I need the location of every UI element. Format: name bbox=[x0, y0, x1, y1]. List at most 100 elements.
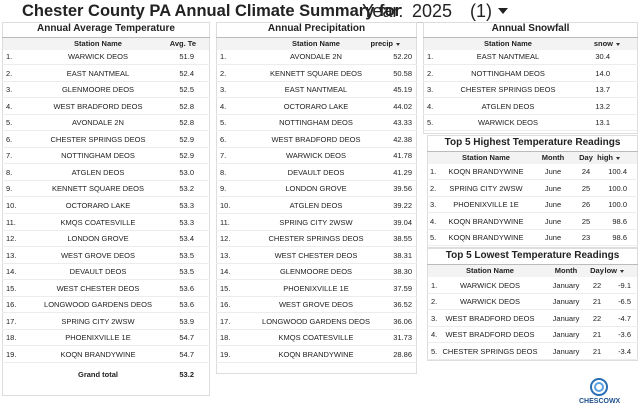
table-cell: 10. bbox=[220, 200, 231, 210]
table-cell: 37.59 bbox=[393, 283, 412, 293]
table-title: Annual Precipitation bbox=[267, 23, 366, 34]
table-cell: 21 bbox=[592, 346, 602, 356]
table-cell: WARWICK DEOS bbox=[459, 281, 520, 290]
table-panel bbox=[2, 22, 210, 396]
row-divider bbox=[423, 113, 638, 115]
table-cell: 41.29 bbox=[393, 167, 412, 177]
table-cell: 1. bbox=[427, 52, 434, 61]
row-divider bbox=[427, 195, 638, 197]
row-divider bbox=[216, 312, 417, 314]
title-divider bbox=[427, 151, 638, 152]
table-cell: 39.04 bbox=[393, 217, 412, 227]
row-divider bbox=[2, 328, 210, 330]
table-cell: 43.33 bbox=[393, 118, 412, 128]
title-divider bbox=[427, 264, 638, 265]
table-cell: 22 bbox=[592, 313, 602, 323]
row-divider bbox=[2, 312, 210, 314]
table-cell: 5. bbox=[220, 118, 227, 128]
row-divider bbox=[2, 212, 210, 214]
table-cell: 5. bbox=[430, 233, 437, 242]
row-divider bbox=[2, 64, 210, 65]
table-cell: 100.0 bbox=[608, 200, 627, 209]
row-divider bbox=[216, 295, 417, 297]
table-cell: 17. bbox=[6, 316, 17, 326]
row-divider bbox=[2, 262, 210, 264]
table-cell: 53.5 bbox=[179, 267, 194, 277]
table-cell: June bbox=[544, 167, 562, 176]
table-cell: 3. bbox=[430, 200, 437, 209]
row-divider bbox=[216, 328, 417, 330]
row-divider bbox=[216, 361, 417, 363]
table-cell: DEVAULT DEOS bbox=[287, 167, 345, 177]
row-divider bbox=[427, 342, 638, 344]
table-cell: 4. bbox=[6, 101, 13, 111]
table-cell: WEST CHESTER DEOS bbox=[274, 250, 358, 260]
table-title: Annual Average Temperature bbox=[36, 23, 175, 34]
table-cell: 36.52 bbox=[393, 300, 412, 310]
title-divider bbox=[2, 37, 210, 38]
table-cell: 3. bbox=[427, 85, 434, 95]
row-divider bbox=[2, 295, 210, 297]
table-cell: 38.31 bbox=[393, 250, 412, 260]
table-cell: 2. bbox=[430, 183, 437, 193]
table-cell: 25 bbox=[581, 183, 591, 193]
table-cell: 15. bbox=[220, 283, 231, 293]
table-cell: SPRING CITY 2WSW bbox=[279, 217, 353, 227]
table-cell: 98.6 bbox=[612, 216, 627, 226]
logo-text: CHESCOWX bbox=[579, 398, 621, 405]
table-cell: 12. bbox=[6, 234, 17, 244]
row-divider bbox=[2, 279, 210, 281]
table-cell: 9. bbox=[6, 184, 13, 194]
table-cell: KOQN BRANDYWINE bbox=[448, 233, 524, 242]
table-cell: 45.19 bbox=[393, 85, 412, 95]
column-header: Station Name bbox=[484, 39, 532, 48]
table-cell: ATGLEN DEOS bbox=[71, 167, 125, 177]
column-header: high bbox=[580, 152, 620, 164]
table-cell: 25 bbox=[581, 216, 591, 226]
table-cell: WEST GROVE DEOS bbox=[60, 250, 136, 260]
sort-indicator bbox=[616, 42, 620, 46]
table-cell: June bbox=[544, 200, 562, 209]
table-cell: -3.4 bbox=[618, 346, 631, 356]
table-cell: 24 bbox=[581, 167, 591, 176]
table-cell: DEVAULT DEOS bbox=[69, 267, 127, 277]
row-divider bbox=[2, 229, 210, 231]
table-cell: 3. bbox=[220, 85, 227, 95]
table-cell: 17. bbox=[220, 316, 231, 326]
table-panel bbox=[427, 248, 638, 361]
table-cell: 2. bbox=[6, 68, 13, 78]
table-cell: KMQS COATESVILLE bbox=[278, 333, 354, 343]
table-cell: 26 bbox=[581, 200, 591, 209]
table-cell: OCTORARO LAKE bbox=[283, 101, 349, 111]
table-cell: 1. bbox=[431, 281, 438, 290]
table-cell: January bbox=[552, 297, 580, 307]
table-cell: SPRING CITY 2WSW bbox=[61, 316, 135, 326]
table-cell: 13.7 bbox=[595, 85, 610, 95]
row-divider bbox=[2, 97, 210, 99]
table-cell: 18. bbox=[220, 333, 231, 343]
table-cell: January bbox=[552, 330, 580, 340]
table-cell: 53.4 bbox=[179, 234, 194, 244]
table-cell: 21 bbox=[592, 330, 602, 340]
row-divider bbox=[216, 229, 417, 231]
year-selector[interactable]: Year: 2025 (1) bbox=[352, 0, 520, 23]
table-cell: 4. bbox=[427, 101, 434, 111]
table-cell: 22 bbox=[592, 281, 602, 290]
table-title: Annual Snowfall bbox=[491, 23, 570, 34]
column-header: low bbox=[584, 265, 624, 277]
table-cell: 31.73 bbox=[393, 333, 412, 343]
table-cell: 53.5 bbox=[179, 250, 194, 260]
row-divider bbox=[2, 361, 210, 363]
column-header: snow bbox=[580, 38, 620, 50]
table-cell: CHESTER SPRINGS DEOS bbox=[460, 85, 556, 95]
table-cell: 11. bbox=[6, 217, 16, 227]
header-row bbox=[428, 265, 637, 277]
table-cell: 5. bbox=[431, 346, 438, 356]
table-cell: 52.9 bbox=[179, 134, 194, 144]
table-cell: WARWICK DEOS bbox=[477, 118, 538, 128]
table-cell: NOTTINGHAM DEOS bbox=[279, 118, 353, 128]
column-header: Station Name bbox=[462, 153, 510, 162]
table-cell: 52.5 bbox=[179, 85, 194, 95]
table-cell: June bbox=[544, 233, 562, 242]
table-cell: PHOENIXVILLE 1E bbox=[453, 200, 519, 209]
